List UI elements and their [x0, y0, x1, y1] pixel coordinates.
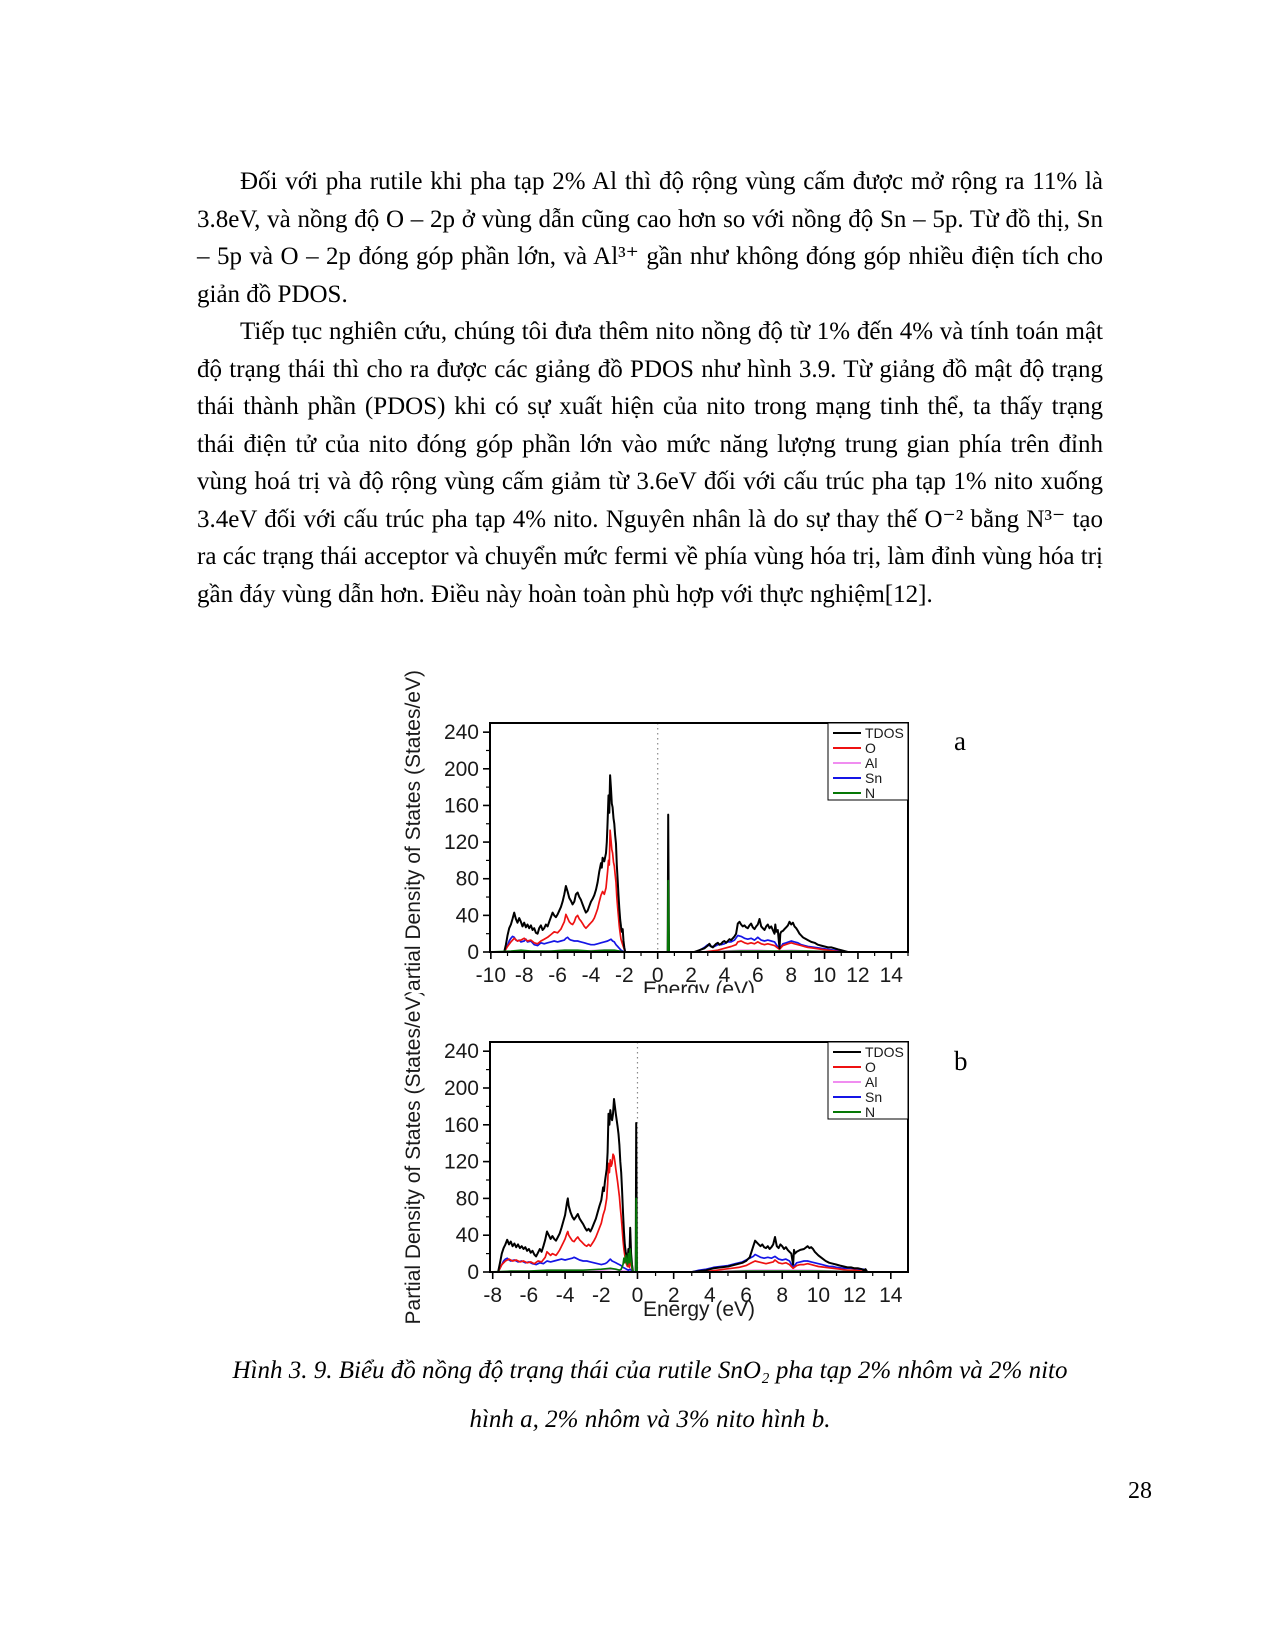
svg-text:6: 6 [740, 1284, 752, 1307]
figure-chart-b: -8 -6 -4 -2 0 2 4 6 8 10 12 14 0 40 80 120 160 200 240 Ener… [400, 993, 965, 1343]
svg-text:0: 0 [467, 1261, 479, 1284]
svg-text:8: 8 [776, 1284, 788, 1307]
svg-text:Sn: Sn [865, 1089, 882, 1105]
chart-label-a: a [954, 726, 966, 756]
svg-text:2: 2 [685, 964, 697, 987]
svg-text:4: 4 [719, 964, 731, 987]
figure-chart-a: -10 -8 -6 -4 -2 0 2 4 6 8 10 12 14 0 40 80 120 160 200 240 E… [400, 650, 965, 1000]
svg-text:0: 0 [652, 964, 664, 987]
svg-text:TDOS: TDOS [865, 1044, 904, 1060]
svg-text:N: N [865, 785, 875, 801]
svg-text:0: 0 [632, 1284, 644, 1307]
svg-text:8: 8 [785, 964, 797, 987]
svg-text:N: N [865, 1104, 875, 1120]
figure-caption: Hình 3. 9. Biểu đồ nồng độ trạng thái củ… [197, 1346, 1103, 1444]
svg-text:Partial Density of States (Sta: Partial Density of States (States/eV) [402, 993, 425, 1324]
svg-text:200: 200 [444, 1077, 479, 1100]
svg-text:80: 80 [456, 1187, 479, 1210]
svg-text:-8: -8 [515, 964, 534, 987]
svg-text:4: 4 [704, 1284, 716, 1307]
svg-text:120: 120 [444, 1151, 479, 1174]
svg-text:80: 80 [456, 868, 479, 891]
svg-text:O: O [865, 740, 876, 756]
chart-b-canvas: -8 -6 -4 -2 0 2 4 6 8 10 12 14 0 40 80 120 160 200 240 Ener… [402, 993, 909, 1324]
svg-text:-8: -8 [483, 1284, 502, 1307]
svg-text:Al: Al [865, 755, 877, 771]
svg-text:Partial Density of States (Sta: Partial Density of States (States/eV) [402, 670, 425, 1000]
svg-text:200: 200 [444, 758, 479, 781]
chart-a-canvas: -10 -8 -6 -4 -2 0 2 4 6 8 10 12 1404080120160200240E… [402, 670, 909, 1000]
svg-text:40: 40 [456, 904, 479, 927]
body-text: Đối với pha rutile khi pha tạp 2% Al thì… [197, 163, 1103, 613]
svg-text:40: 40 [456, 1224, 479, 1247]
figure-caption-line-1: Hình 3. 9. Biểu đồ nồng độ trạng thái củ… [232, 1357, 1068, 1384]
svg-text:Energy (eV): Energy (eV) [643, 1298, 755, 1321]
svg-text:-6: -6 [520, 1284, 539, 1307]
svg-text:-2: -2 [615, 964, 634, 987]
svg-text:TDOS: TDOS [865, 725, 904, 741]
svg-text:6: 6 [752, 964, 764, 987]
svg-text:-2: -2 [592, 1284, 611, 1307]
svg-text:-4: -4 [582, 964, 601, 987]
paragraph-2: Tiếp tục nghiên cứu, chúng tôi đưa thêm … [197, 318, 1103, 608]
svg-text:0: 0 [467, 941, 479, 964]
svg-text:O: O [865, 1059, 876, 1075]
svg-text:2: 2 [668, 1284, 680, 1307]
svg-text:10: 10 [813, 964, 836, 987]
svg-text:Al: Al [865, 1074, 877, 1090]
paragraph-1: Đối với pha rutile khi pha tạp 2% Al thì… [197, 168, 1103, 308]
svg-text:Sn: Sn [865, 770, 882, 786]
page-number: 28 [1128, 1478, 1152, 1504]
chart-label-b: b [954, 1046, 968, 1076]
svg-text:-6: -6 [548, 964, 567, 987]
svg-text:-4: -4 [556, 1284, 575, 1307]
svg-text:240: 240 [444, 1040, 479, 1063]
svg-text:12: 12 [843, 1284, 866, 1307]
figure-caption-line-2: hình a, 2% nhôm và 3% nito hình b. [469, 1406, 831, 1433]
svg-text:12: 12 [846, 964, 869, 987]
svg-text:-10: -10 [476, 964, 506, 987]
svg-text:240: 240 [444, 721, 479, 744]
svg-text:14: 14 [879, 1284, 903, 1307]
svg-text:120: 120 [444, 831, 479, 854]
svg-text:160: 160 [444, 1114, 479, 1137]
svg-text:10: 10 [807, 1284, 830, 1307]
svg-text:14: 14 [880, 964, 904, 987]
svg-text:160: 160 [444, 794, 479, 817]
